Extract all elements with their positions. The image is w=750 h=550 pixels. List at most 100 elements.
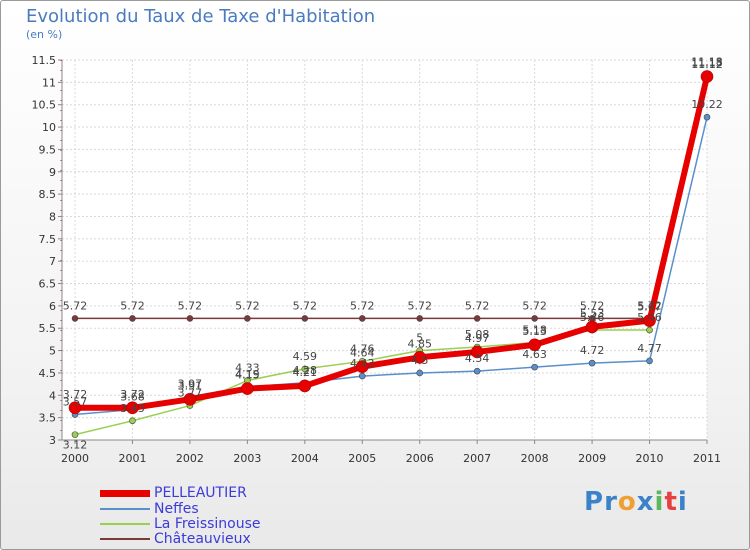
data-point-chateauvieux xyxy=(129,315,136,322)
data-point-pelleautier xyxy=(355,360,369,373)
logo-letter: i xyxy=(677,487,688,517)
legend-label: La Freissinouse xyxy=(154,516,261,532)
data-label-chateauvieux: 5.72 xyxy=(407,299,432,312)
x-tick-label: 2008 xyxy=(521,452,549,465)
data-label-chateauvieux: 5.72 xyxy=(63,299,88,312)
data-label-neffes: 4.72 xyxy=(580,344,605,357)
data-label-chateauvieux: 5.72 xyxy=(580,299,605,312)
data-label-la-freissinouse: 11.18 xyxy=(691,55,723,68)
data-point-neffes xyxy=(588,359,596,367)
data-label-la-freissinouse: 3.43 xyxy=(120,402,145,415)
y-tick-label: 6 xyxy=(49,300,56,313)
logo-letter: r xyxy=(604,487,618,517)
data-point-chateauvieux xyxy=(301,315,309,322)
data-label-pelleautier: 3.72 xyxy=(120,388,145,401)
series-line-chateauvieux xyxy=(75,76,708,320)
data-point-chateauvieux xyxy=(244,315,251,322)
x-tick-label: 2002 xyxy=(176,452,204,465)
legend-label: Neffes xyxy=(154,501,199,517)
proxiti-logo: Proxiti xyxy=(584,487,688,517)
axes: 3 3.5 4 4.5 5 5.5 6 6.5 7 7.5 8 8.5 9 9.5 10 10.5 11 11.5… xyxy=(32,54,722,465)
data-label-la-freissinouse: 5.46 xyxy=(580,311,605,324)
data-label-neffes: 4.5 xyxy=(411,354,429,367)
data-label-neffes: 4.28 xyxy=(293,364,318,377)
logo-letter: x xyxy=(636,487,655,517)
y-tick-label: 4 xyxy=(49,389,56,402)
data-label-neffes: 3.57 xyxy=(63,396,88,409)
x-tick-label: 2011 xyxy=(693,452,721,465)
data-label-pelleautier: 5.53 xyxy=(580,307,605,320)
y-tick-label: 7 xyxy=(49,255,56,268)
data-point-chateauvieux xyxy=(186,315,194,322)
data-label-pelleautier: 5.67 xyxy=(637,301,662,314)
chart-title: Evolution du Taux de Taxe d'Habitation xyxy=(26,6,376,27)
data-point-la-freissinouse xyxy=(646,326,653,334)
data-point-pelleautier xyxy=(298,379,312,393)
data-label-la-freissinouse: 5 xyxy=(416,332,423,345)
data-label-chateauvieux: 11.12 xyxy=(691,58,723,71)
data-label-chateauvieux: 5.72 xyxy=(522,299,547,312)
data-label-la-freissinouse: 5.18 xyxy=(522,324,547,337)
data-label-la-freissinouse: 4.76 xyxy=(350,342,375,355)
data-label-chateauvieux: 5.72 xyxy=(235,299,260,312)
data-label-pelleautier: 4.21 xyxy=(293,366,318,379)
legend-swatch xyxy=(100,523,150,525)
series-lines xyxy=(68,70,714,438)
data-point-chateauvieux xyxy=(71,315,79,322)
data-point-pelleautier xyxy=(126,401,139,415)
data-label-chateauvieux: 5.72 xyxy=(465,299,490,312)
data-label-neffes: 4.43 xyxy=(350,357,375,370)
data-point-chateauvieux xyxy=(473,315,481,322)
y-tick-label: 9 xyxy=(49,166,56,179)
data-labels: 3.72 3.72 3.91 4.15 4.21 4.64 4.85 4.97 5.13 5.53… xyxy=(63,55,723,451)
logo-letter: P xyxy=(584,487,605,517)
data-label-pelleautier: 4.64 xyxy=(350,347,375,360)
data-point-neffes xyxy=(358,372,366,380)
y-tick-label: 8 xyxy=(49,210,56,223)
data-label-chateauvieux: 5.72 xyxy=(293,299,318,312)
y-tick-label: 10.5 xyxy=(32,99,57,112)
data-label-neffes: 3.68 xyxy=(120,391,145,404)
data-label-neffes: 4.77 xyxy=(637,342,662,355)
data-label-la-freissinouse: 4.59 xyxy=(293,350,318,363)
data-label-neffes: 3.97 xyxy=(178,378,203,391)
data-label-pelleautier: 11.13 xyxy=(691,57,723,70)
chart-subtitle: (en %) xyxy=(26,28,63,41)
data-point-pelleautier xyxy=(528,338,541,352)
data-point-neffes xyxy=(473,367,481,375)
y-tick-label: 7.5 xyxy=(39,233,57,246)
data-point-chateauvieux xyxy=(531,315,538,322)
x-tick-label: 2006 xyxy=(406,452,434,465)
x-tick-label: 2004 xyxy=(291,452,319,465)
data-label-la-freissinouse: 3.12 xyxy=(63,439,88,452)
grid xyxy=(62,59,708,441)
data-label-la-freissinouse: 5.08 xyxy=(465,328,490,341)
data-point-pelleautier xyxy=(241,382,254,395)
data-point-pelleautier xyxy=(183,393,197,406)
y-tick-label: 3 xyxy=(49,434,56,447)
legend-item-chateauvieux: Châteauvieux xyxy=(100,531,251,547)
x-tick-label: 2005 xyxy=(348,452,376,465)
logo-letter: i xyxy=(654,487,665,517)
data-label-chateauvieux: 5.72 xyxy=(637,299,662,312)
data-label-pelleautier: 4.15 xyxy=(235,369,260,382)
data-point-pelleautier xyxy=(470,345,484,359)
y-tick-label: 5.5 xyxy=(39,322,57,335)
data-label-la-freissinouse: 4.33 xyxy=(235,362,260,375)
legend-item-pelleautier: PELLEAUTIER xyxy=(100,485,247,501)
y-tick-label: 4.5 xyxy=(39,367,57,380)
y-tick-label: 11.5 xyxy=(32,54,57,67)
y-tick-label: 3.5 xyxy=(39,412,57,425)
y-tick-label: 9.5 xyxy=(39,143,57,156)
series-line-pelleautier xyxy=(75,75,710,411)
data-point-pelleautier xyxy=(413,350,427,364)
data-point-chateauvieux xyxy=(416,315,424,322)
data-label-la-freissinouse: 3.77 xyxy=(178,387,203,400)
data-label-pelleautier: 4.85 xyxy=(407,337,432,350)
data-label-la-freissinouse: 5.46 xyxy=(637,311,662,324)
legend-item-neffes: Neffes xyxy=(100,501,199,517)
data-point-neffes xyxy=(646,357,653,365)
data-point-pelleautier xyxy=(700,70,714,83)
y-tick-label: 5 xyxy=(49,345,56,358)
